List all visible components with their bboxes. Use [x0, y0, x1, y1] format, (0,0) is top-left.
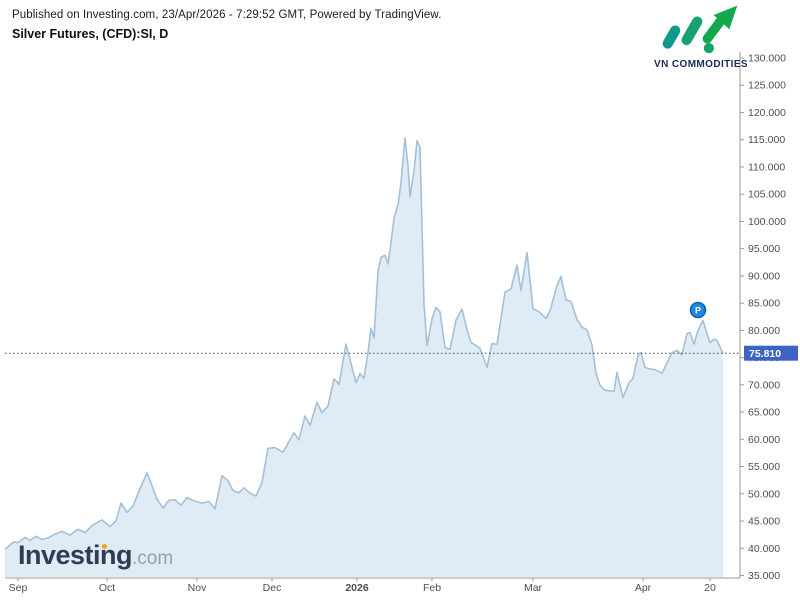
vn-commodities-logo: VN COMMODITIES [645, 4, 757, 70]
price-axis-label: 70.000 [748, 379, 780, 391]
investing-watermark: Investing.com [18, 542, 173, 569]
price-axis-label: 45.000 [748, 516, 780, 528]
price-axis-label: 40.000 [748, 543, 780, 555]
watermark-brand: Investing [18, 540, 133, 570]
logo-text: VN COMMODITIES [654, 59, 748, 70]
time-axis-label: 20 [704, 582, 716, 594]
time-axis-label: Apr [635, 582, 652, 594]
time-axis-label: 2026 [345, 582, 369, 594]
p-event-marker[interactable] [689, 301, 707, 319]
current-price-label: 75.810 [749, 348, 781, 360]
logo-growth-arrow-icon [662, 5, 738, 54]
time-axis-label: Mar [524, 582, 543, 594]
price-axis-label: 35.000 [748, 570, 780, 582]
price-axis-label: 120.000 [748, 107, 786, 119]
price-axis-label: 50.000 [748, 488, 780, 500]
price-axis-label: 65.000 [748, 407, 780, 419]
price-axis-label: 110.000 [748, 161, 785, 173]
watermark-suffix: .com [132, 548, 174, 569]
price-line [4, 137, 724, 551]
time-axis-label: Sep [9, 582, 28, 594]
current-price-badge [744, 345, 798, 361]
price-axis-label: 55.000 [748, 461, 780, 473]
time-axis-label: Nov [188, 582, 207, 594]
watermark-orange-dot [102, 544, 107, 549]
price-axis-label: 130.000 [748, 53, 786, 65]
instrument-title: Silver Futures, (CFD):SI, D [12, 27, 169, 41]
time-axis-label: Feb [423, 582, 441, 594]
price-area-fill [5, 138, 723, 577]
price-axis-label: 85.000 [748, 298, 780, 310]
price-axis-label: 60.000 [748, 434, 780, 446]
p-event-marker-label: P [695, 306, 701, 316]
price-axis-label: 105.000 [748, 189, 786, 201]
price-axis-label: 115.000 [748, 134, 785, 146]
price-axis-label: 90.000 [748, 270, 780, 282]
published-line: Published on Investing.com, 23/Apr/2026 … [12, 9, 442, 21]
time-axis-label: Dec [263, 582, 282, 594]
time-axis-label: Oct [99, 582, 115, 594]
price-axis-label: 100.000 [748, 216, 786, 228]
chart-header: Published on Investing.com, 23/Apr/2026 … [12, 9, 442, 41]
price-axis-label: 125.000 [748, 80, 786, 92]
price-axis-label: 80.000 [748, 325, 780, 337]
price-axis-label: 95.000 [748, 243, 780, 255]
